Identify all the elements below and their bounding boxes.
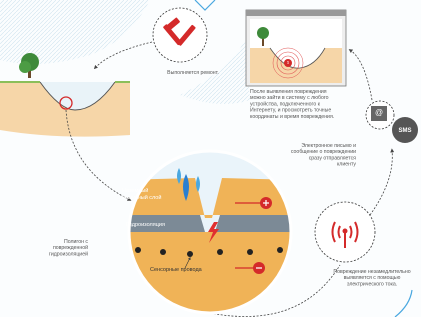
antenna-dot: [343, 229, 348, 234]
text-line: Полигон с: [64, 239, 88, 245]
sensor-wires-label: Сенсорные провода: [150, 267, 203, 273]
text-line: гидроизоляцией: [49, 250, 88, 257]
email-symbol: @: [375, 108, 383, 117]
text-line: После выявления повреждения: [250, 89, 327, 95]
infographic: Выполняется ремонт. 1 После выявления по…: [0, 0, 421, 317]
text-line: координаты и время повреждения.: [250, 114, 334, 120]
text-line: можно зайти в систему с любого: [250, 94, 329, 101]
sms-label: SMS: [398, 128, 411, 134]
text-line: выявляется с помощью: [344, 275, 401, 281]
text-line: поврежденной: [53, 244, 88, 251]
browser: [246, 10, 346, 86]
text-line: сразу отправляется: [309, 155, 356, 161]
text-line: сообщение о повреждении: [291, 149, 356, 155]
text-line: клиенту: [337, 162, 356, 168]
text-line: Интернету, и просмотреть точные: [250, 108, 331, 114]
protective-layer-label: Наземный: [122, 187, 148, 194]
text-line: устройства, подключенного к: [250, 100, 321, 107]
repair-label: Выполняется ремонт.: [167, 70, 219, 76]
text-line: Повреждение незамедлительно: [333, 269, 410, 275]
text-line: электрического тока.: [347, 281, 397, 287]
text-line: Электронное письмо и: [301, 143, 356, 149]
waterproofing-label: Гидроизоляция: [126, 222, 165, 228]
protective-layer-label: защитный слой: [122, 194, 161, 201]
repair-icon: [153, 8, 207, 62]
